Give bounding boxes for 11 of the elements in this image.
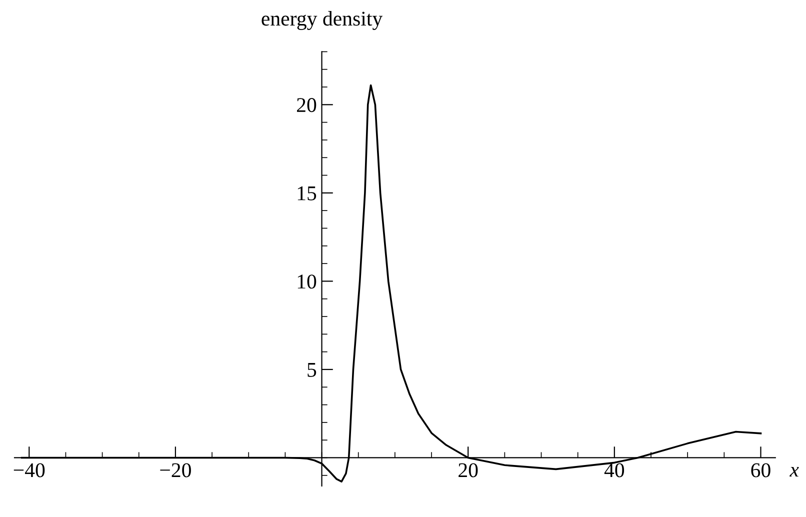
y-axis-title: energy density xyxy=(262,11,383,30)
x-tick-label: 20 xyxy=(458,463,478,478)
y-tick-label: 15 xyxy=(298,186,316,200)
y-tick-label: 10 xyxy=(298,274,316,289)
y-tick-label: 20 xyxy=(297,98,316,112)
x-tick-label: 40 xyxy=(604,463,624,478)
x-tick-label: −20 xyxy=(160,463,191,478)
y-tick-label: 5 xyxy=(308,363,316,377)
x-axis-title: x xyxy=(790,466,799,477)
x-tick-label: −40 xyxy=(14,463,45,478)
x-tick-label: 60 xyxy=(751,463,770,478)
